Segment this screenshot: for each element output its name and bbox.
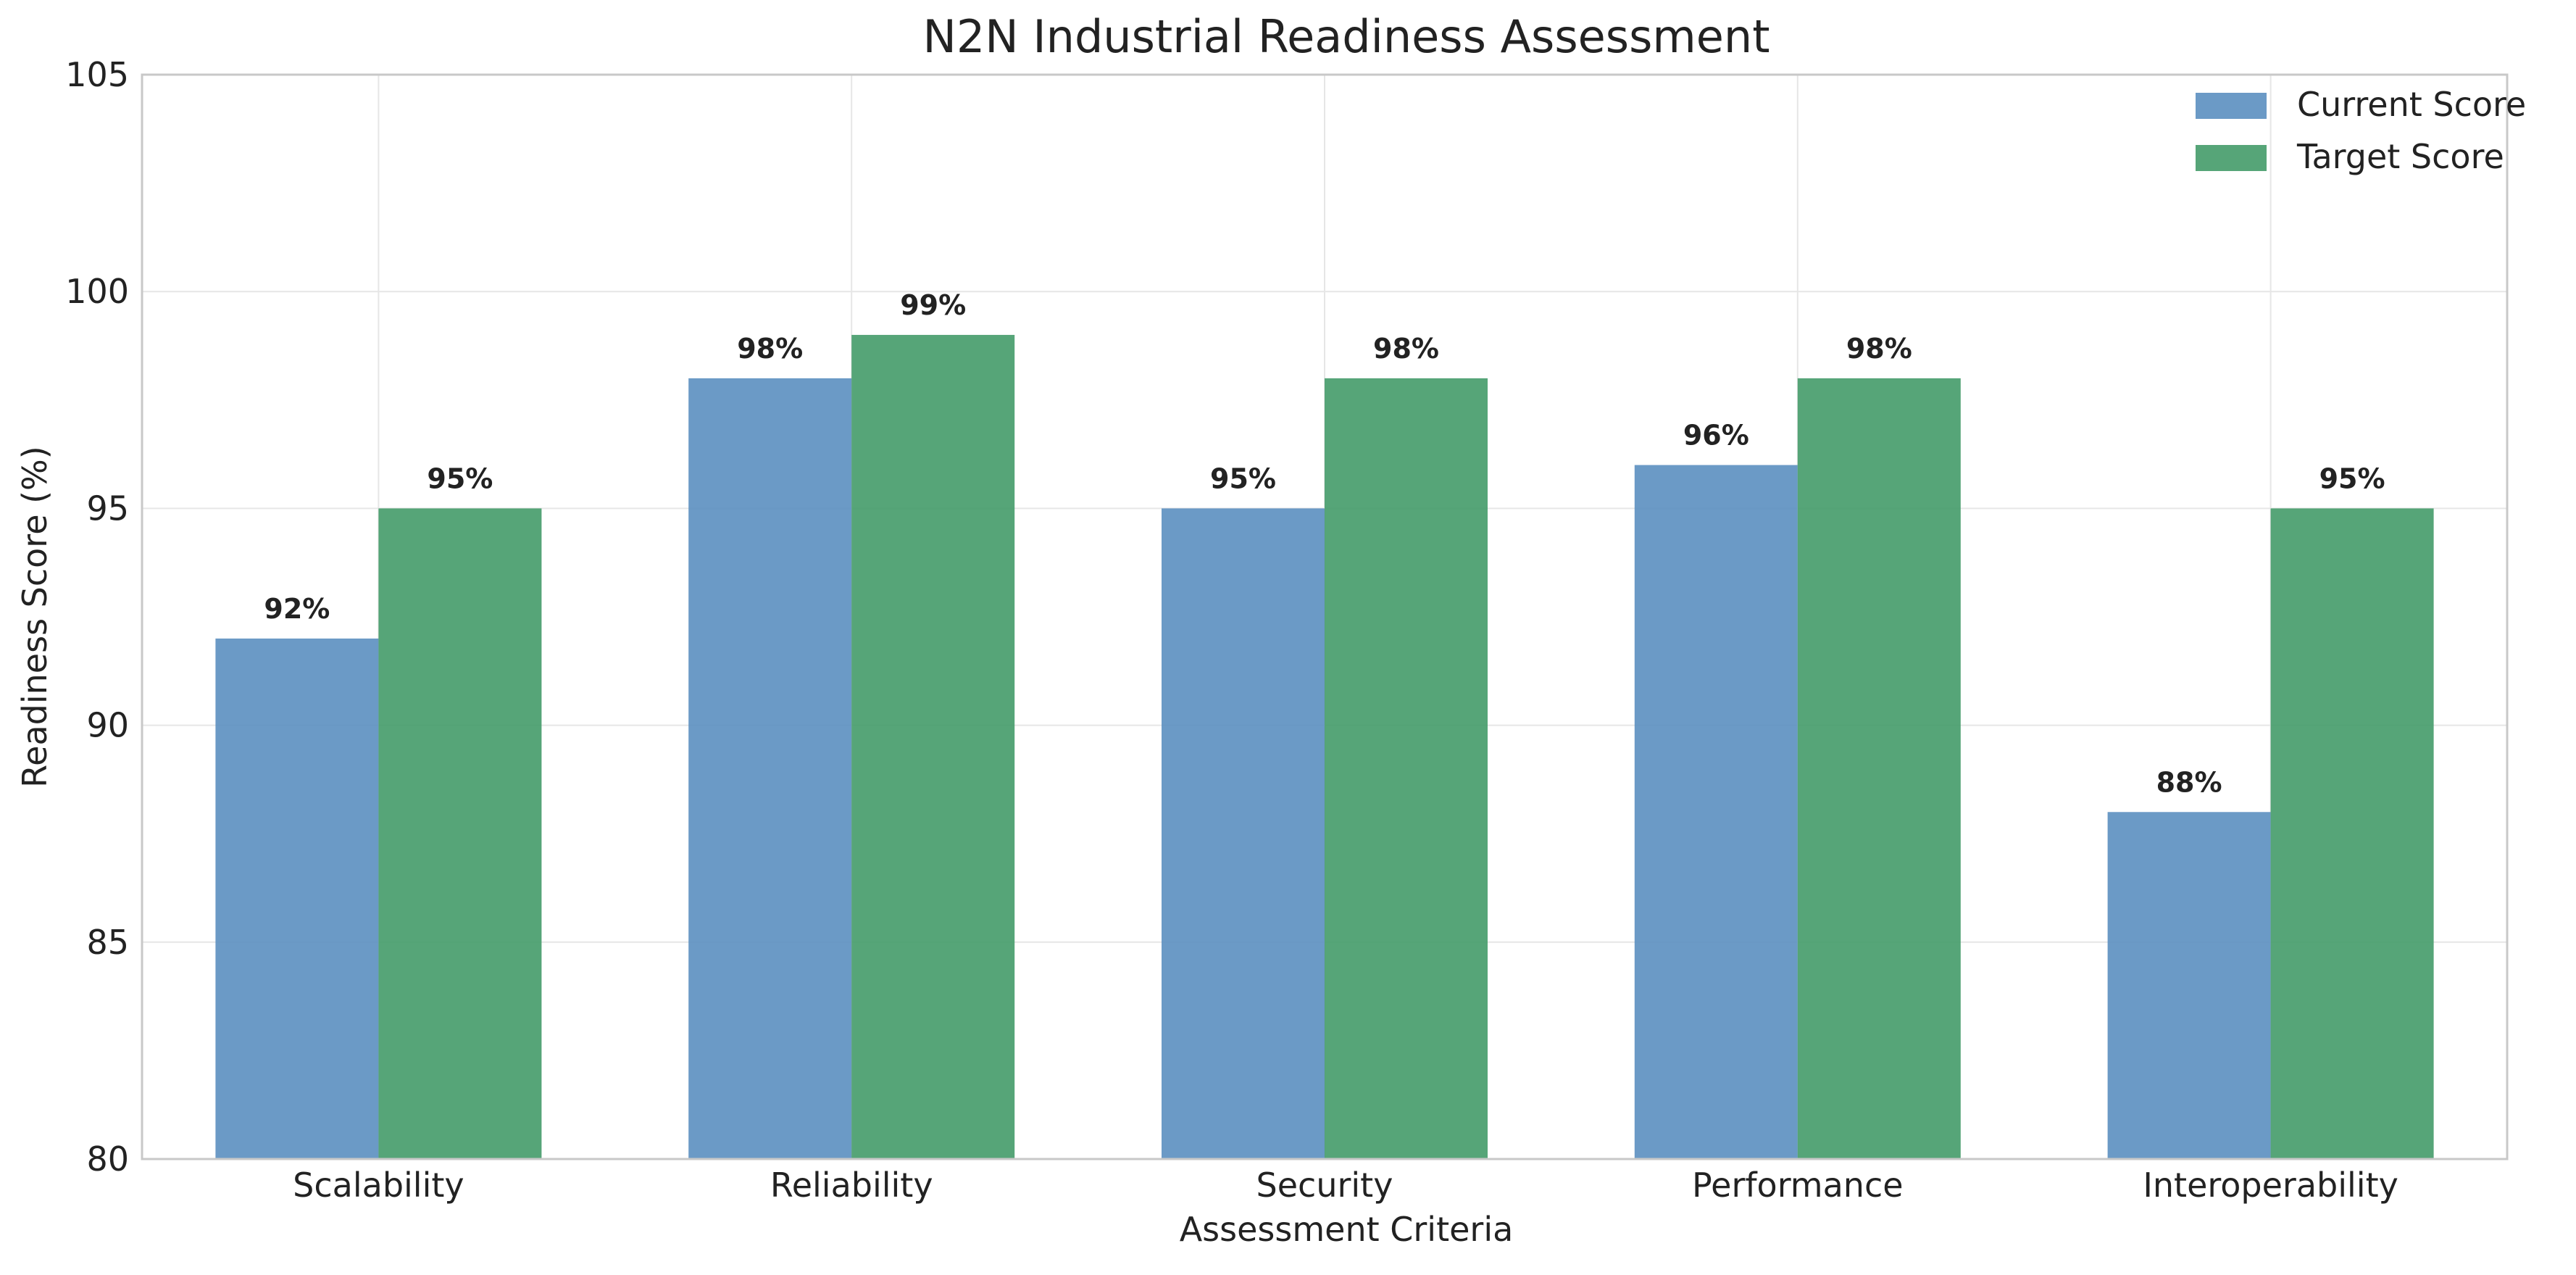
x-tick-label: Scalability bbox=[293, 1166, 464, 1205]
x-tick-label: Performance bbox=[1692, 1166, 1904, 1205]
data-label-target-score: 99% bbox=[900, 289, 966, 321]
data-label-target-score: 95% bbox=[2319, 462, 2385, 494]
bar-target-score bbox=[851, 335, 1015, 1159]
plot-frame bbox=[141, 73, 2509, 1160]
bar-target-score bbox=[378, 508, 542, 1159]
bar-current-score bbox=[215, 638, 379, 1159]
legend-label-current-score: Current Score bbox=[2297, 85, 2526, 124]
bar-target-score bbox=[1797, 378, 1961, 1159]
data-label-current-score: 96% bbox=[1683, 420, 1749, 452]
x-axis-label: Assessment Criteria bbox=[1180, 1210, 1514, 1249]
y-tick-label: 90 bbox=[86, 706, 129, 745]
bar-layer bbox=[215, 335, 2434, 1159]
chart-title: N2N Industrial Readiness Assessment bbox=[922, 10, 1770, 63]
bar-current-score bbox=[1634, 465, 1798, 1159]
legend-label-target-score: Target Score bbox=[2296, 137, 2504, 176]
bar-target-score bbox=[1325, 378, 1488, 1159]
tick-layer: 80 85 90 95 100 105 Scalability Reliability Secu… bbox=[65, 55, 2398, 1205]
y-tick-label: 105 bbox=[65, 55, 129, 94]
y-tick-label: 85 bbox=[86, 923, 129, 962]
y-axis-label: Readiness Score (%) bbox=[15, 446, 54, 787]
bar-current-score bbox=[1162, 508, 1325, 1159]
data-label-target-score: 98% bbox=[1846, 333, 1912, 365]
data-label-current-score: 95% bbox=[1210, 462, 1276, 494]
x-tick-label: Interoperability bbox=[2143, 1166, 2398, 1205]
y-tick-label: 80 bbox=[86, 1139, 129, 1179]
x-tick-label: Reliability bbox=[770, 1166, 933, 1205]
bar-target-score bbox=[2270, 508, 2434, 1159]
y-tick-label: 100 bbox=[65, 272, 129, 311]
data-label-target-score: 95% bbox=[427, 462, 493, 494]
data-label-current-score: 92% bbox=[264, 593, 330, 625]
data-label-layer: 92% 98% 95% 96% 88% 95% 99% 98% 98% 95% bbox=[264, 289, 2385, 798]
bar-current-score bbox=[688, 378, 852, 1159]
data-label-current-score: 88% bbox=[2156, 766, 2222, 798]
legend: Current Score Target Score bbox=[2196, 85, 2526, 176]
data-label-current-score: 98% bbox=[737, 333, 803, 365]
y-tick-label: 95 bbox=[86, 489, 129, 528]
bar-current-score bbox=[2107, 812, 2271, 1159]
legend-swatch-current-score bbox=[2196, 93, 2267, 119]
data-label-target-score: 98% bbox=[1373, 333, 1439, 365]
legend-swatch-target-score bbox=[2196, 145, 2267, 171]
x-tick-label: Security bbox=[1256, 1166, 1393, 1205]
